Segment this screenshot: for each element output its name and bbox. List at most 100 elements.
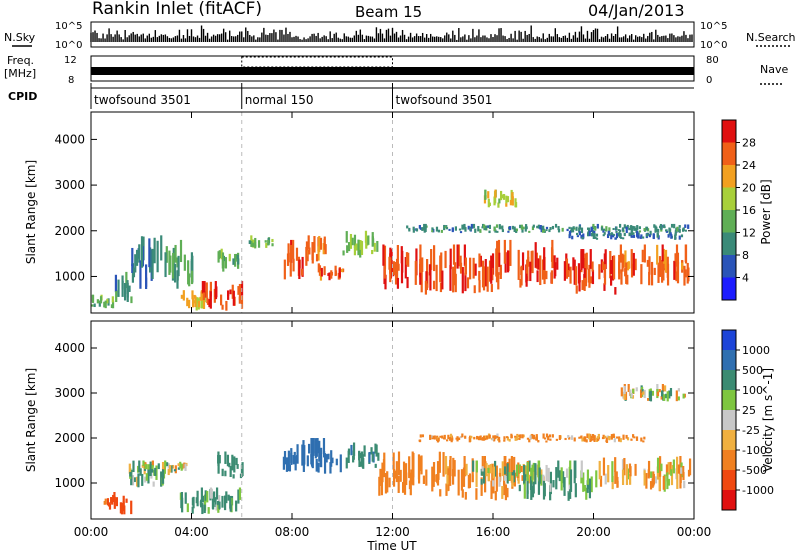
range-gate-cell xyxy=(650,471,653,478)
range-gate-cell xyxy=(617,229,620,232)
range-gate-cell xyxy=(548,434,552,438)
range-gate-cell xyxy=(476,435,479,440)
range-gate-cell xyxy=(679,476,682,484)
range-gate-cell xyxy=(537,224,540,229)
range-gate-cell xyxy=(221,304,224,310)
range-gate-cell xyxy=(525,276,528,287)
range-gate-cell xyxy=(407,252,410,267)
range-gate-cell xyxy=(126,280,129,295)
range-gate-cell xyxy=(315,458,318,472)
range-gate-cell xyxy=(371,249,374,255)
range-gate-cell xyxy=(529,476,533,491)
range-gate-cell xyxy=(355,243,358,251)
range-gate-cell xyxy=(238,283,242,301)
range-gate-cell xyxy=(438,451,441,473)
range-gate-cell xyxy=(658,389,661,393)
range-gate-cell xyxy=(364,230,368,243)
range-gate-cell xyxy=(675,390,678,402)
range-gate-cell xyxy=(497,436,501,441)
range-gate-cell xyxy=(682,472,685,481)
range-gate-cell xyxy=(501,225,504,230)
range-gate-cell xyxy=(624,250,627,268)
range-gate-cell xyxy=(153,237,156,264)
range-gate-cell xyxy=(201,503,204,515)
range-gate-cell xyxy=(339,454,342,473)
range-gate-cell xyxy=(418,456,422,471)
colorbar-swatch xyxy=(722,210,736,233)
range-gate-cell xyxy=(130,500,133,515)
range-gate-cell xyxy=(468,436,471,443)
range-gate-cell xyxy=(561,227,564,232)
range-gate-cell xyxy=(666,391,669,402)
range-gate-cell xyxy=(424,280,428,295)
range-gate-cell xyxy=(199,296,202,301)
range-gate-cell xyxy=(137,465,140,473)
range-gate-cell xyxy=(203,281,206,298)
range-gate-cell xyxy=(404,257,407,279)
range-gate-cell xyxy=(654,225,657,229)
range-gate-cell xyxy=(567,270,570,277)
range-gate-cell xyxy=(443,224,446,231)
range-gate-cell xyxy=(179,461,182,468)
range-gate-cell xyxy=(453,460,456,477)
range-gate-cell xyxy=(576,235,579,238)
range-gate-cell xyxy=(629,225,632,228)
range-gate-cell xyxy=(444,226,447,229)
range-gate-cell xyxy=(602,457,606,476)
range-gate-cell xyxy=(217,504,220,513)
y-tick-label: 1000 xyxy=(54,269,85,283)
range-gate-cell xyxy=(484,189,487,200)
range-gate-cell xyxy=(323,266,326,276)
colorbar-swatch xyxy=(722,370,736,390)
range-gate-cell xyxy=(187,260,190,285)
range-gate-cell xyxy=(622,237,625,240)
range-gate-cell xyxy=(237,489,240,504)
power-colorbar: 4 8 12 16 20 24 28 xyxy=(721,119,756,301)
range-gate-cell xyxy=(590,228,593,232)
range-gate-cell xyxy=(236,254,239,260)
range-gate-cell xyxy=(640,264,643,285)
range-gate-cell xyxy=(433,435,436,440)
range-gate-cell xyxy=(237,286,240,295)
range-gate-cell xyxy=(131,263,134,273)
range-gate-cell xyxy=(214,497,217,507)
cpid-row: twofsound 3501 normal 150 twofsound 3501 xyxy=(90,83,694,109)
range-gate-cell xyxy=(505,203,508,207)
range-gate-cell xyxy=(164,252,167,278)
range-gate-cell xyxy=(497,272,500,290)
range-gate-cell xyxy=(678,235,681,240)
velocity-colorbar-label: Velocity [m s^-1] xyxy=(761,368,775,472)
range-gate-cell xyxy=(402,461,406,486)
range-gate-cell xyxy=(347,242,351,252)
range-gate-cell xyxy=(192,496,195,509)
range-gate-cell xyxy=(307,443,311,454)
colorbar-tick-label: -1000 xyxy=(742,484,774,497)
range-gate-cell xyxy=(386,471,389,493)
range-gate-cell xyxy=(578,436,581,439)
range-gate-cell xyxy=(494,229,497,233)
range-gate-cell xyxy=(149,466,152,470)
range-gate-cell xyxy=(374,463,377,468)
range-gate-cell xyxy=(649,390,653,402)
range-gate-cell xyxy=(532,462,535,473)
x-tick-label: 08:00 xyxy=(275,525,310,539)
range-gate-cell xyxy=(515,464,519,477)
range-gate-cell xyxy=(180,491,184,503)
range-gate-cell xyxy=(480,477,483,496)
range-gate-cell xyxy=(510,456,513,483)
range-gate-cell xyxy=(289,252,292,277)
range-gate-cell xyxy=(432,280,436,290)
range-gate-cell xyxy=(180,294,183,299)
range-gate-cell xyxy=(368,451,371,463)
range-gate-cell xyxy=(567,434,570,438)
range-gate-cell xyxy=(485,435,489,440)
range-gate-cell xyxy=(322,438,326,455)
range-gate-cell xyxy=(543,483,546,497)
range-gate-cell xyxy=(520,465,523,473)
range-gate-cell xyxy=(528,230,531,233)
range-gate-cell xyxy=(202,292,205,301)
range-gate-cell xyxy=(523,464,526,484)
range-gate-cell xyxy=(200,291,203,301)
range-gate-cell xyxy=(446,475,449,485)
